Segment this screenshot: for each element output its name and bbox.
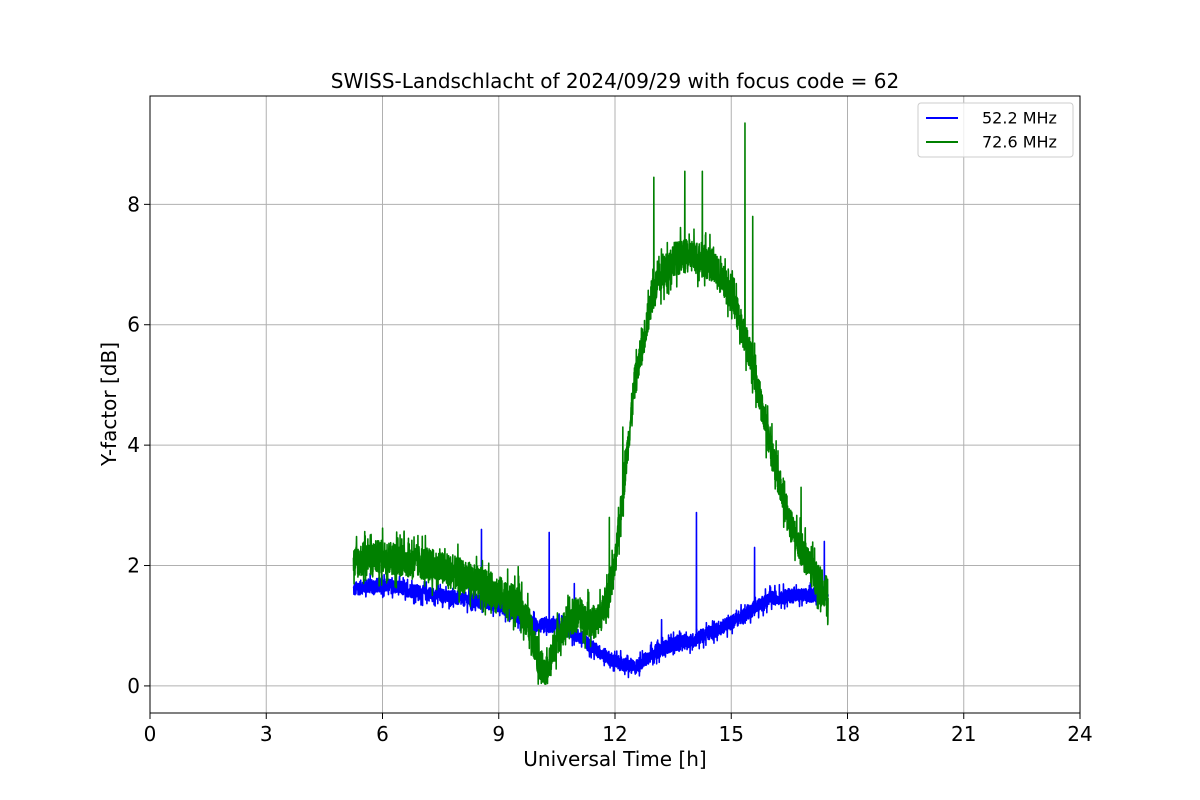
grid: [149, 96, 1081, 713]
x-axis: 0 3 6 9 12 15 18 21 24: [144, 713, 1093, 746]
legend-label: 72.6 MHz: [982, 133, 1057, 152]
legend-box: [917, 102, 1074, 158]
chart-title: SWISS-Landschlacht of 2024/09/29 with fo…: [331, 69, 899, 93]
y-tick-label: 0: [127, 674, 140, 698]
x-tick-label: 15: [719, 722, 744, 746]
legend: 52.2 MHz 72.6 MHz: [917, 102, 1074, 158]
x-tick-label: 6: [376, 722, 389, 746]
y-axis-label: Y-factor [dB]: [97, 342, 121, 467]
legend-label: 52.2 MHz: [982, 109, 1057, 128]
x-tick-label: 21: [951, 722, 976, 746]
y-tick-label: 4: [127, 433, 140, 457]
series-line-2: [352, 122, 829, 685]
x-tick-label: 3: [260, 722, 273, 746]
x-axis-label: Universal Time [h]: [523, 747, 706, 771]
x-tick-label: 18: [835, 722, 860, 746]
x-tick-label: 24: [1067, 722, 1092, 746]
x-tick-label: 9: [492, 722, 505, 746]
y-tick-label: 2: [127, 554, 140, 578]
series-layer: [352, 122, 829, 685]
x-tick-label: 12: [602, 722, 627, 746]
x-tick-label: 0: [144, 722, 157, 746]
y-tick-label: 8: [127, 192, 140, 216]
y-axis: 0 2 4 6 8: [127, 192, 150, 698]
y-tick-label: 6: [127, 313, 140, 337]
